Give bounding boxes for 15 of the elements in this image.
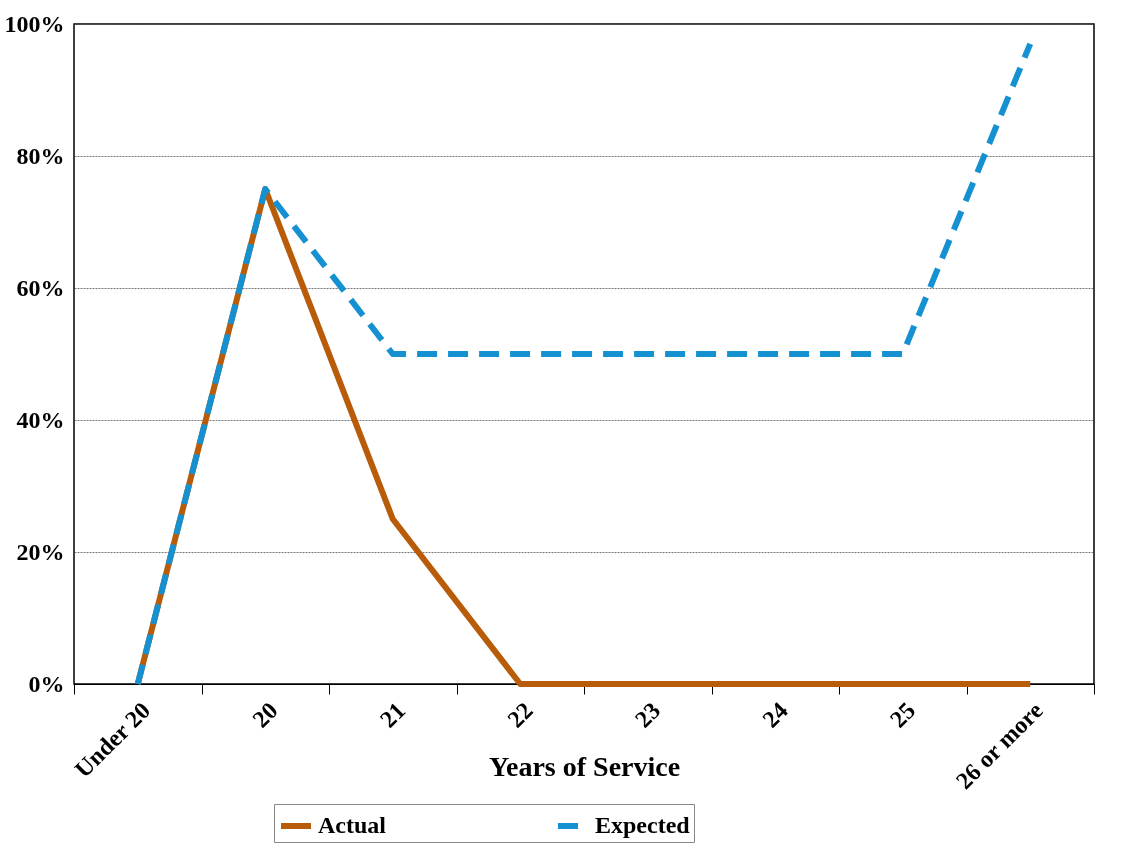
- x-tick-label: 23: [629, 697, 666, 733]
- x-tick-label: 24: [757, 697, 793, 733]
- y-tick-label: 20%: [16, 538, 65, 565]
- legend-label: Expected: [595, 812, 691, 838]
- x-tick-label: 25: [884, 697, 921, 733]
- x-axis-title: Years of Service: [488, 751, 681, 783]
- x-tick-label: 20: [247, 697, 283, 733]
- legend-label: Actual: [318, 812, 387, 838]
- x-tick-label: 22: [502, 697, 538, 733]
- y-tick-label: 80%: [16, 142, 65, 169]
- y-tick-label: 60%: [16, 274, 65, 301]
- y-tick-label: 100%: [4, 10, 65, 37]
- y-tick-label: 0%: [28, 670, 65, 697]
- y-tick-label: 40%: [16, 406, 65, 433]
- x-tick-label: 21: [374, 697, 411, 733]
